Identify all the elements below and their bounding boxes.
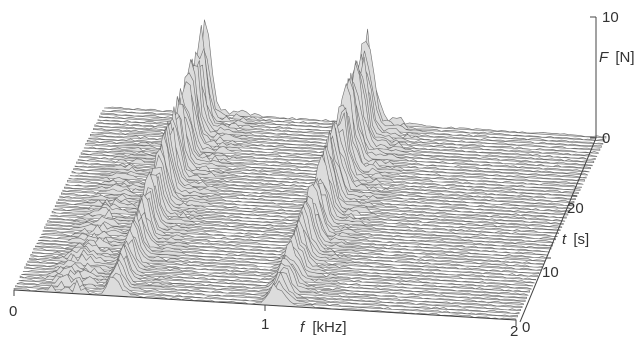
f-tick-label-10: 10 xyxy=(602,9,619,26)
x-axis-var: f xyxy=(300,319,306,336)
f-axis-unit: [N] xyxy=(615,49,634,66)
t-tick-label-10: 10 xyxy=(542,264,559,281)
x-tick-label-2: 2 xyxy=(510,323,518,338)
f-axis-label: F [N] xyxy=(599,49,635,66)
t-axis-line xyxy=(519,137,597,323)
x-axis-label: f [kHz] xyxy=(300,319,347,336)
f-tick-label-0: 0 xyxy=(602,130,610,147)
t-axis-unit: [s] xyxy=(573,231,589,248)
t-axis-var: t xyxy=(562,231,567,248)
waterfall-traces xyxy=(13,19,607,321)
x-axis-unit: [kHz] xyxy=(312,319,346,336)
x-tick-label-1: 1 xyxy=(261,316,269,333)
t-axis-label: t [s] xyxy=(562,231,589,248)
t-tick-label-0: 0 xyxy=(522,319,530,336)
waterfall-trace xyxy=(15,272,518,318)
t-tick-label-20: 20 xyxy=(567,200,584,217)
f-axis-var: F xyxy=(599,49,609,66)
x-tick-label-0: 0 xyxy=(9,303,17,320)
waterfall-trace xyxy=(13,276,517,321)
